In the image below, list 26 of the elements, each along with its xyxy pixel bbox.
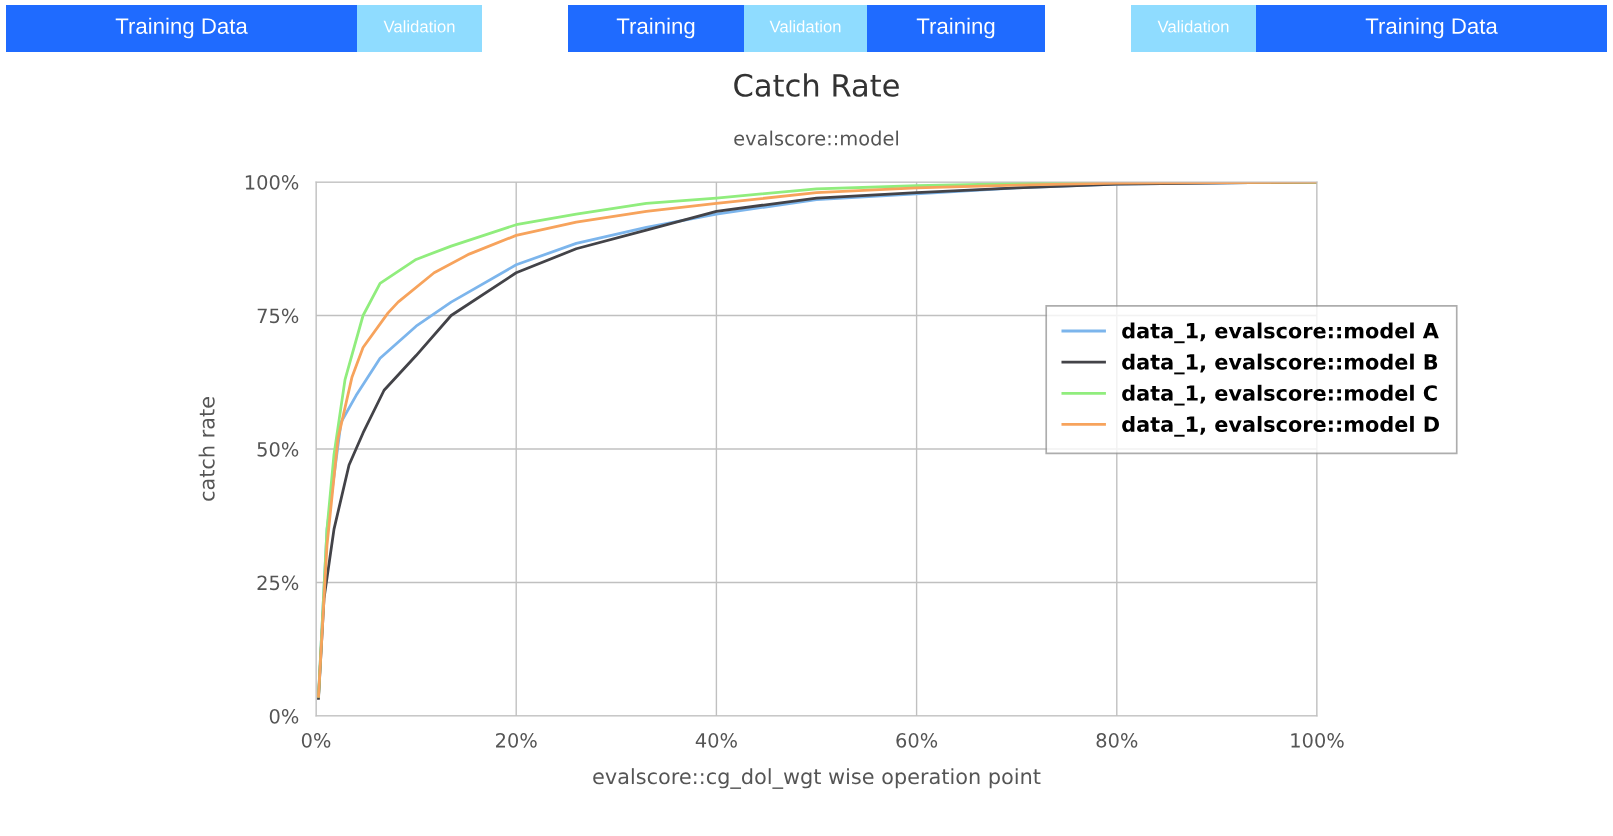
legend-label: data_1, evalscore::model A [1122, 322, 1439, 344]
x-tick-label: 80% [1096, 733, 1138, 748]
text: Validation [383, 20, 455, 33]
y-tick-label: 75% [257, 308, 299, 324]
x-tick-label: 40% [695, 733, 737, 748]
x-tick-label: 100% [1291, 733, 1344, 748]
text: Training Data [115, 17, 248, 39]
y-axis-title: catch rate [198, 397, 215, 501]
chart-subtitle: evalscore::model [734, 130, 899, 146]
legend-label: data_1, evalscore::model C [1122, 384, 1437, 406]
x-axis-title: evalscore::cg_dol_wgt wise operation point [593, 768, 1041, 789]
y-tick-label: 100% [245, 174, 299, 190]
x-tick-label: 20% [496, 733, 537, 748]
text: Training [916, 17, 995, 39]
y-tick-label: 0% [269, 708, 299, 724]
x-tick-label: 60% [896, 733, 938, 748]
legend-label: data_1, evalscore::model B [1122, 353, 1438, 375]
text: Training Data [1365, 17, 1498, 39]
text: Validation [1157, 20, 1229, 33]
y-tick-label: 25% [257, 575, 299, 591]
text: Training [616, 17, 695, 39]
x-tick-label: 0% [301, 733, 331, 748]
chart-title: Catch Rate [734, 73, 899, 97]
y-tick-label: 50% [257, 441, 299, 457]
text: Validation [769, 20, 841, 33]
legend-label: data_1, evalscore::model D [1122, 415, 1439, 437]
